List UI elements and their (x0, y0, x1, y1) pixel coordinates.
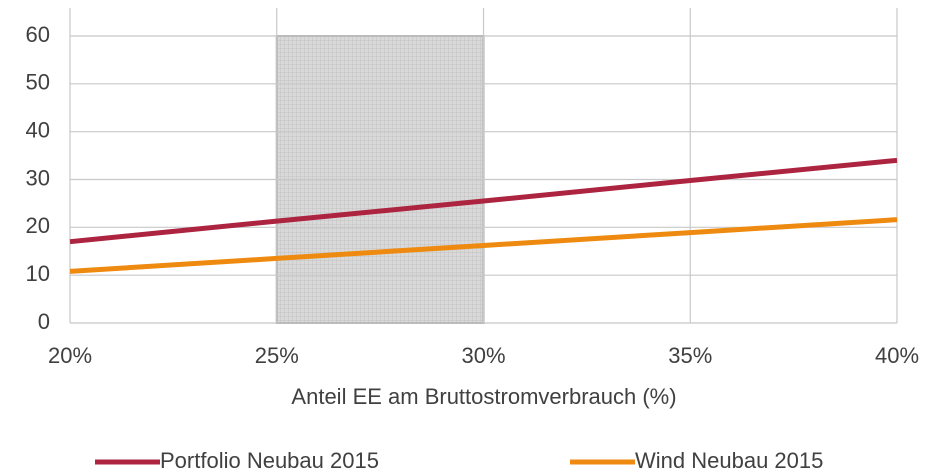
legend-label: Wind Neubau 2015 (635, 448, 823, 472)
y-tick-label: 0 (38, 309, 50, 334)
y-tick-label: 60 (26, 22, 50, 47)
y-tick-label: 40 (26, 117, 50, 142)
y-tick-label: 10 (26, 261, 50, 286)
y-tick-label: 20 (26, 213, 50, 238)
x-tick-label: 35% (668, 343, 712, 368)
x-tick-label: 20% (48, 343, 92, 368)
series-line (69, 157, 898, 245)
x-tick-label: 30% (461, 343, 505, 368)
series-line (69, 217, 898, 274)
legend-label: Portfolio Neubau 2015 (160, 448, 379, 472)
x-tick-label: 40% (875, 343, 919, 368)
x-tick-label: 25% (255, 343, 299, 368)
y-tick-label: 50 (26, 70, 50, 95)
y-tick-label: 30 (26, 165, 50, 190)
x-axis-title: Anteil EE am Bruttostromverbrauch (%) (291, 384, 676, 409)
